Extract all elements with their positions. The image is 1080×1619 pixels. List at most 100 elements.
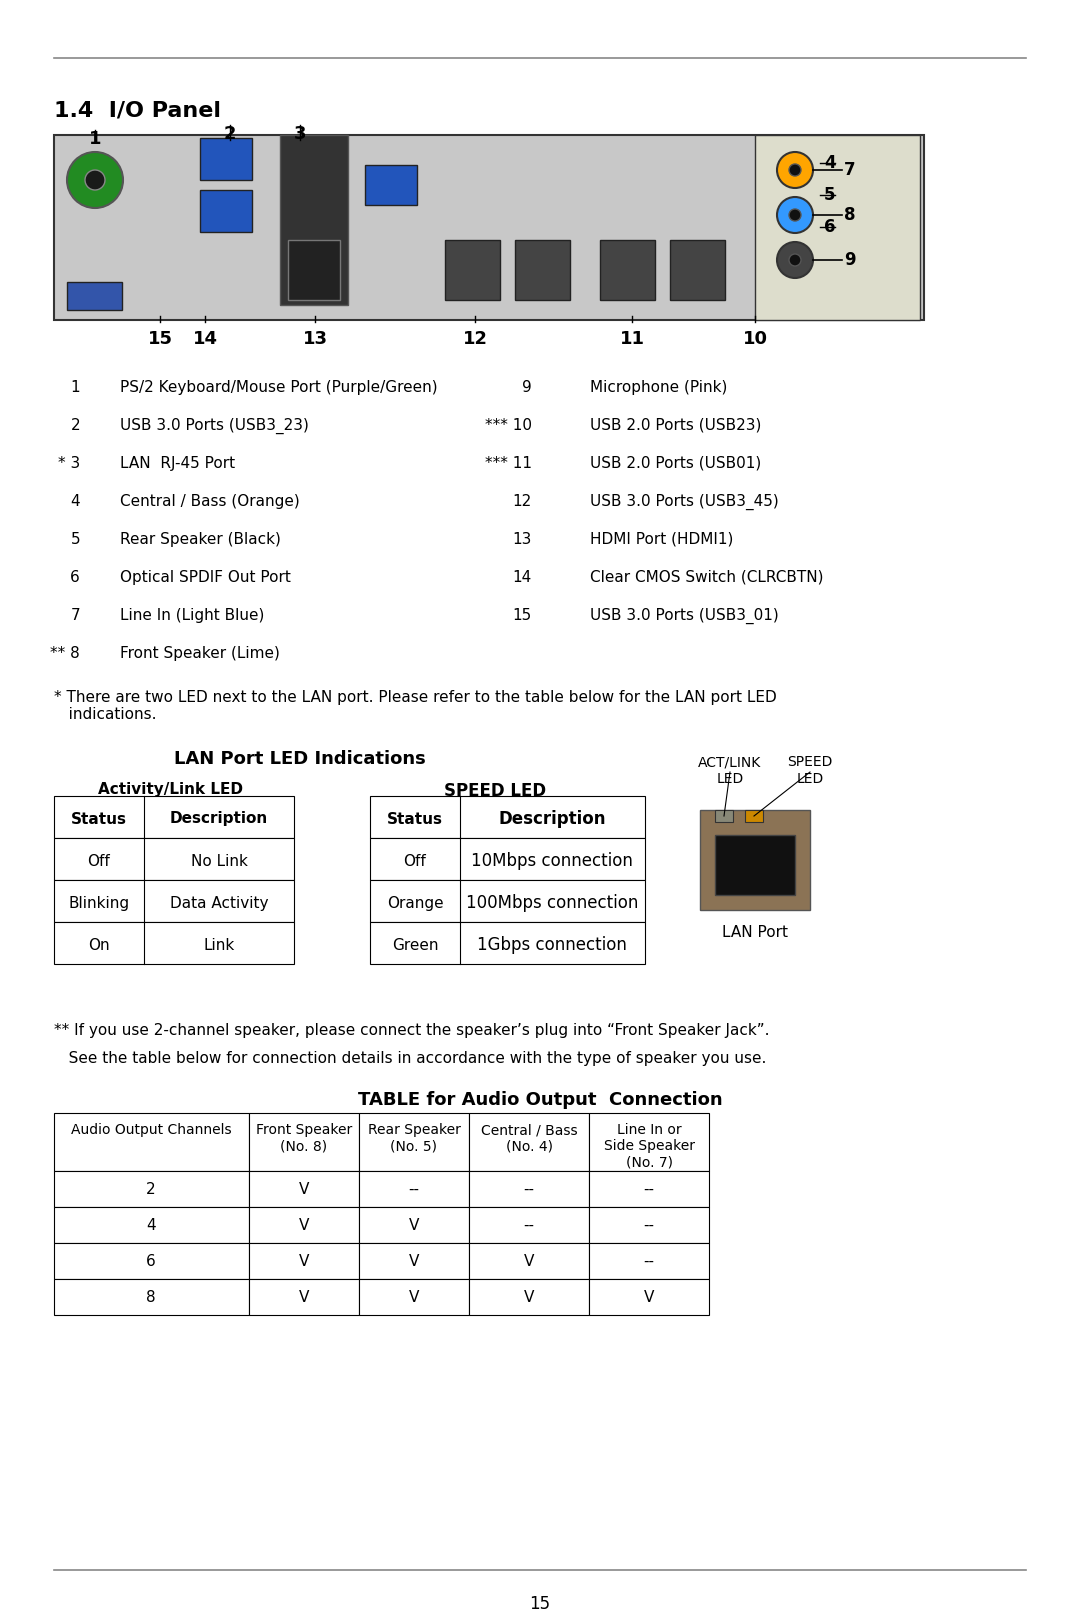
- Text: Front Speaker (Lime): Front Speaker (Lime): [120, 646, 280, 661]
- Bar: [670, 240, 725, 300]
- Text: Activity/Link LED: Activity/Link LED: [97, 782, 243, 797]
- Bar: [589, 1112, 708, 1171]
- Text: 14: 14: [192, 330, 217, 348]
- Text: Off: Off: [87, 853, 110, 868]
- Circle shape: [85, 170, 105, 189]
- Text: 2: 2: [70, 418, 80, 432]
- Circle shape: [789, 209, 801, 222]
- Bar: [600, 240, 654, 300]
- Text: HDMI Port (HDMI1): HDMI Port (HDMI1): [590, 533, 733, 547]
- Text: V: V: [299, 1217, 309, 1232]
- Text: V: V: [524, 1289, 535, 1305]
- Bar: [469, 1208, 589, 1243]
- Bar: [755, 134, 920, 321]
- Text: Link: Link: [203, 937, 234, 952]
- Text: V: V: [524, 1253, 535, 1269]
- Text: 7: 7: [70, 609, 80, 623]
- Text: 11: 11: [620, 330, 645, 348]
- Bar: [589, 1171, 708, 1208]
- Text: 2: 2: [146, 1182, 156, 1196]
- Text: V: V: [409, 1253, 419, 1269]
- Text: V: V: [299, 1182, 309, 1196]
- Text: USB 2.0 Ports (USB01): USB 2.0 Ports (USB01): [590, 457, 761, 471]
- Text: 15: 15: [513, 609, 532, 623]
- Circle shape: [777, 152, 813, 188]
- Bar: [249, 1243, 359, 1279]
- Bar: [54, 921, 294, 963]
- Bar: [288, 240, 340, 300]
- Text: Status: Status: [387, 811, 443, 827]
- Text: 13: 13: [302, 330, 327, 348]
- Text: V: V: [299, 1253, 309, 1269]
- Text: ** 8: ** 8: [51, 646, 80, 661]
- Text: LED: LED: [716, 772, 744, 785]
- Text: 1: 1: [70, 380, 80, 395]
- Text: 4: 4: [824, 154, 836, 172]
- Text: 14: 14: [513, 570, 532, 584]
- Text: --: --: [644, 1217, 654, 1232]
- Text: LED: LED: [796, 772, 824, 785]
- Text: ** If you use 2-channel speaker, please connect the speaker’s plug into “Front S: ** If you use 2-channel speaker, please …: [54, 1023, 769, 1038]
- Text: 15: 15: [529, 1595, 551, 1613]
- Bar: [54, 1171, 249, 1208]
- Bar: [54, 839, 294, 881]
- Text: Central / Bass (Orange): Central / Bass (Orange): [120, 494, 300, 508]
- Text: LAN Port: LAN Port: [723, 924, 788, 941]
- Bar: [359, 1171, 469, 1208]
- Bar: [54, 797, 294, 839]
- Text: * There are two LED next to the LAN port. Please refer to the table below for th: * There are two LED next to the LAN port…: [54, 690, 777, 722]
- Text: 10: 10: [743, 330, 768, 348]
- Text: USB 2.0 Ports (USB23): USB 2.0 Ports (USB23): [590, 418, 761, 432]
- Text: Status: Status: [71, 811, 127, 827]
- Bar: [249, 1112, 359, 1171]
- Text: Rear Speaker (Black): Rear Speaker (Black): [120, 533, 281, 547]
- Bar: [515, 240, 570, 300]
- Text: 1: 1: [89, 130, 102, 147]
- Text: V: V: [409, 1289, 419, 1305]
- Circle shape: [67, 152, 123, 207]
- Text: 1Gbps connection: 1Gbps connection: [477, 936, 626, 954]
- Text: V: V: [409, 1217, 419, 1232]
- Text: 8: 8: [146, 1289, 156, 1305]
- Text: 5: 5: [70, 533, 80, 547]
- Text: 100Mbps connection: 100Mbps connection: [465, 894, 638, 911]
- Bar: [54, 1112, 249, 1171]
- Bar: [469, 1243, 589, 1279]
- Text: 6: 6: [70, 570, 80, 584]
- Text: (No. 7): (No. 7): [625, 1154, 673, 1169]
- Bar: [370, 839, 645, 881]
- Text: Optical SPDIF Out Port: Optical SPDIF Out Port: [120, 570, 291, 584]
- Text: Description: Description: [170, 811, 268, 827]
- Bar: [589, 1243, 708, 1279]
- Text: V: V: [299, 1289, 309, 1305]
- Circle shape: [789, 164, 801, 176]
- Bar: [249, 1171, 359, 1208]
- Bar: [359, 1279, 469, 1315]
- Text: --: --: [644, 1253, 654, 1269]
- Circle shape: [777, 198, 813, 233]
- Text: Line In or: Line In or: [617, 1124, 681, 1137]
- Text: LAN  RJ-45 Port: LAN RJ-45 Port: [120, 457, 235, 471]
- Text: LAN Port LED Indications: LAN Port LED Indications: [174, 750, 426, 767]
- Bar: [280, 134, 348, 304]
- Bar: [54, 1208, 249, 1243]
- Text: Rear Speaker: Rear Speaker: [367, 1124, 460, 1137]
- Bar: [445, 240, 500, 300]
- Text: Data Activity: Data Activity: [170, 895, 268, 910]
- Circle shape: [777, 241, 813, 278]
- Text: SPEED LED: SPEED LED: [444, 782, 546, 800]
- Bar: [359, 1112, 469, 1171]
- Text: 12: 12: [462, 330, 487, 348]
- Text: 6: 6: [824, 219, 836, 236]
- Bar: [589, 1208, 708, 1243]
- Text: 12: 12: [513, 494, 532, 508]
- Bar: [365, 165, 417, 206]
- Text: USB 3.0 Ports (USB3_01): USB 3.0 Ports (USB3_01): [590, 609, 779, 625]
- Text: *** 10: *** 10: [485, 418, 532, 432]
- Text: (No. 8): (No. 8): [281, 1140, 327, 1153]
- Text: 9: 9: [843, 251, 855, 269]
- Bar: [54, 881, 294, 921]
- Bar: [715, 835, 795, 895]
- Text: On: On: [89, 937, 110, 952]
- Bar: [370, 881, 645, 921]
